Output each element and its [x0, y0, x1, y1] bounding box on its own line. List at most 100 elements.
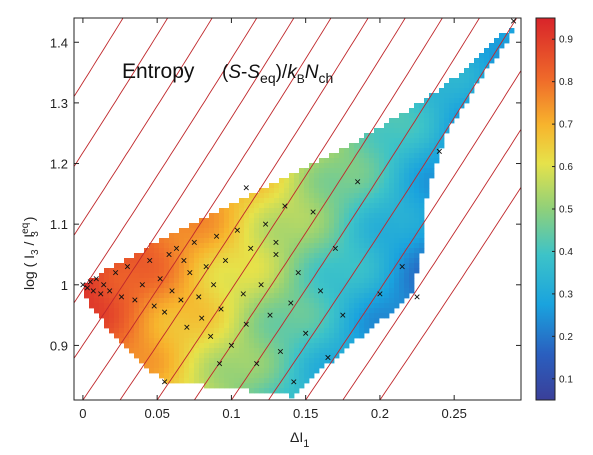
heat-cell	[319, 333, 325, 339]
heat-cell	[139, 308, 145, 314]
heat-cell	[114, 328, 120, 334]
heat-cell	[254, 203, 260, 209]
heat-cell	[284, 273, 290, 279]
heat-cell	[164, 278, 170, 284]
heat-cell	[309, 263, 315, 269]
heat-cell	[329, 253, 335, 259]
heat-cell	[124, 303, 130, 309]
heat-cell	[214, 298, 220, 304]
heat-cell	[289, 293, 295, 299]
heat-cell	[374, 153, 380, 159]
heat-cell	[304, 183, 310, 189]
heat-cell	[384, 233, 390, 239]
heat-cell	[464, 83, 470, 89]
heat-cell	[164, 343, 170, 349]
heat-cell	[334, 213, 340, 219]
heat-cell	[259, 333, 265, 339]
heat-cell	[319, 228, 325, 234]
heat-cell	[174, 278, 180, 284]
heat-cell	[244, 353, 250, 359]
heat-cell	[304, 348, 310, 354]
heat-cell	[339, 168, 345, 174]
heat-cell	[129, 343, 135, 349]
heat-cell	[349, 333, 355, 339]
heat-cell	[279, 283, 285, 289]
heat-cell	[424, 173, 430, 179]
heat-cell	[234, 358, 240, 364]
heat-cell	[404, 143, 410, 149]
heat-cell	[329, 223, 335, 229]
heat-cell	[404, 153, 410, 159]
heat-cell	[319, 243, 325, 249]
heat-cell	[269, 373, 275, 379]
heat-cell	[249, 318, 255, 324]
heat-cell	[319, 303, 325, 309]
heat-cell	[409, 203, 415, 209]
data-point-marker	[161, 309, 168, 315]
heat-cell	[184, 373, 190, 379]
heat-cell	[479, 68, 485, 74]
heat-cell	[394, 133, 400, 139]
heat-cell	[189, 303, 195, 309]
heat-cell	[94, 303, 100, 309]
heat-cell	[199, 318, 205, 324]
colorbar-ticks: 0.10.20.30.40.50.60.70.80.9	[552, 35, 573, 385]
heat-cell	[154, 318, 160, 324]
heat-cell	[254, 353, 260, 359]
heat-cell	[384, 158, 390, 164]
heat-cell	[249, 373, 255, 379]
heat-cell	[279, 313, 285, 319]
heat-cell	[179, 228, 185, 234]
heat-cell	[199, 308, 205, 314]
heat-cell	[254, 388, 260, 394]
heat-cell	[469, 68, 475, 74]
heat-cell	[164, 268, 170, 274]
heat-cell	[404, 283, 410, 289]
heat-cell	[154, 298, 160, 304]
heat-cell	[409, 138, 415, 144]
heat-cell	[404, 228, 410, 234]
heat-cell	[314, 293, 320, 299]
heat-cell	[324, 333, 330, 339]
heat-cell	[264, 198, 270, 204]
y-tick-label: 1.2	[50, 157, 68, 172]
heat-cell	[334, 238, 340, 244]
heat-cell	[394, 153, 400, 159]
heat-cell	[404, 263, 410, 269]
heat-cell	[349, 303, 355, 309]
heat-cell	[329, 243, 335, 249]
heat-cell	[159, 338, 165, 344]
heat-cell	[114, 303, 120, 309]
heat-cell	[204, 273, 210, 279]
heat-cell	[179, 233, 185, 239]
heat-cell	[359, 223, 365, 229]
heat-cell	[314, 288, 320, 294]
heat-cell	[144, 353, 150, 359]
heat-cell	[249, 288, 255, 294]
heat-cell	[159, 248, 165, 254]
heat-cell	[219, 323, 225, 329]
heat-cell	[374, 288, 380, 294]
heat-cell	[424, 163, 430, 169]
heat-cell	[194, 308, 200, 314]
heat-cell	[244, 343, 250, 349]
heat-cell	[319, 218, 325, 224]
x-tick-label: 0.25	[442, 406, 467, 421]
heat-cell	[454, 103, 460, 109]
heat-cell	[289, 243, 295, 249]
heat-cell	[349, 143, 355, 149]
heat-cell	[329, 273, 335, 279]
heat-cell	[109, 318, 115, 324]
heat-cell	[154, 348, 160, 354]
heat-cell	[349, 258, 355, 264]
heat-cell	[194, 348, 200, 354]
heat-cell	[189, 263, 195, 269]
heat-cell	[209, 238, 215, 244]
heat-cell	[439, 118, 445, 124]
heat-cell	[264, 298, 270, 304]
heat-cell	[99, 298, 105, 304]
heat-cell	[289, 278, 295, 284]
heat-cell	[279, 343, 285, 349]
heat-cell	[364, 293, 370, 299]
heat-cell	[324, 243, 330, 249]
